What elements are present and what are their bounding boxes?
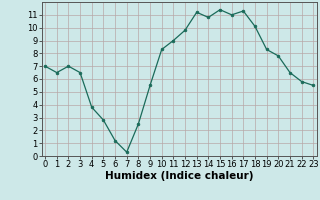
X-axis label: Humidex (Indice chaleur): Humidex (Indice chaleur) <box>105 171 253 181</box>
